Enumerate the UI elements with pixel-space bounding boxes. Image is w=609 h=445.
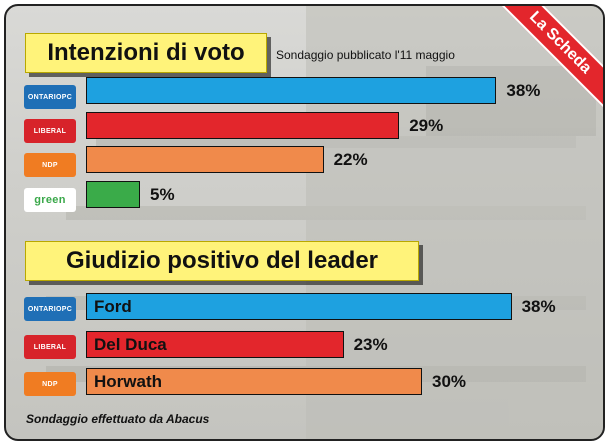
section2-title: Giudizio positivo del leader bbox=[25, 241, 419, 281]
ndp-logo-text: NDP bbox=[42, 161, 58, 169]
leader-bar-0 bbox=[86, 293, 512, 320]
ontario-pc-logo-2: ONTARIOPC bbox=[24, 297, 76, 321]
vote-value-label-1: 29% bbox=[409, 115, 444, 135]
vote-bar-0 bbox=[86, 77, 497, 104]
infographic-frame: La Scheda Intenzioni di voto Sondaggio p… bbox=[4, 4, 605, 441]
leader-value-label-0: 38% bbox=[521, 297, 556, 316]
green-logo-text: green bbox=[34, 194, 66, 206]
ndp-logo: NDP bbox=[24, 153, 76, 177]
vote-value-label-3: 5% bbox=[150, 184, 175, 204]
liberal-logo-text: LIBERAL bbox=[33, 127, 67, 135]
vote-value-label-0: 38% bbox=[506, 81, 541, 100]
ndp-logo-2-text: NDP bbox=[42, 380, 58, 388]
leader-value-label-2: 30% bbox=[432, 372, 467, 391]
liberal-logo: LIBERAL bbox=[24, 119, 76, 143]
source-note: Sondaggio effettuato da Abacus bbox=[26, 412, 210, 426]
leader-value-label-1: 23% bbox=[353, 334, 388, 354]
vote-bar-3 bbox=[86, 180, 140, 208]
leader-leader-label-1: Del Duca bbox=[94, 334, 167, 354]
liberal-logo-2-text: LIBERAL bbox=[33, 343, 67, 351]
section1-subtitle: Sondaggio pubblicato l'11 maggio bbox=[276, 48, 455, 62]
vote-bar-1 bbox=[86, 111, 400, 139]
liberal-logo-2: LIBERAL bbox=[24, 335, 76, 359]
section1-title: Intenzioni di voto bbox=[25, 33, 267, 73]
ontario-pc-logo: ONTARIOPC bbox=[24, 85, 76, 109]
ontario-pc-logo-text: ONTARIOPC bbox=[27, 93, 73, 101]
leader-leader-label-0: Ford bbox=[94, 297, 132, 316]
green-logo: green bbox=[24, 188, 76, 212]
ndp-logo-2: NDP bbox=[24, 372, 76, 396]
leader-bar-2 bbox=[86, 368, 422, 395]
leader-leader-label-2: Horwath bbox=[94, 372, 162, 391]
vote-value-label-2: 22% bbox=[333, 150, 368, 169]
ontario-pc-logo-2-text: ONTARIOPC bbox=[27, 305, 73, 313]
vote-bar-2 bbox=[86, 146, 324, 173]
leader-bar-1 bbox=[86, 330, 344, 358]
